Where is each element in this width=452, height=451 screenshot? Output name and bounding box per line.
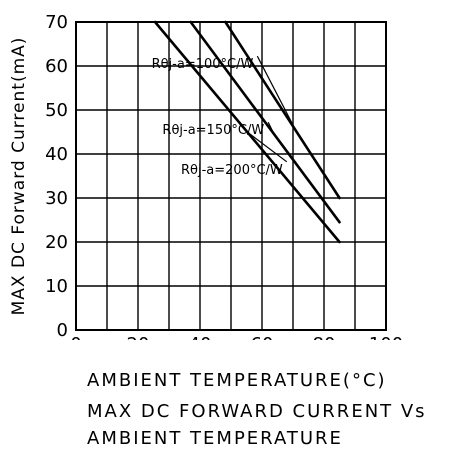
y-axis-label: MAX DC Forward Current(mA): [9, 37, 29, 316]
x-tick-label: 40: [189, 334, 212, 340]
chart-frame: [75, 21, 387, 331]
x-tick-labels: 0 20 40 60 80 100: [70, 334, 403, 340]
y-tick-label: 60: [45, 56, 68, 77]
y-tick-label: 70: [45, 12, 68, 33]
plot-border: [75, 21, 387, 331]
x-tick-label: 60: [251, 334, 274, 340]
annotations: Rθj-a=100°C/W Rθj-a=150°C/W Rθj-a=200°C/W: [152, 57, 283, 178]
chart-grid: [76, 22, 386, 330]
x-tick-label: 100: [369, 334, 403, 340]
y-tick-labels: 0 10 20 30 40 50 60 70: [45, 12, 68, 340]
y-tick-label: 0: [57, 320, 68, 340]
annotation-leaders: [246, 55, 297, 163]
x-tick-label: 20: [127, 334, 150, 340]
y-tick-label: 20: [45, 232, 68, 253]
leader-line-1: [256, 55, 297, 132]
annotation-label-1: Rθj-a=100°C/W: [152, 57, 254, 72]
y-tick-label: 10: [45, 276, 68, 297]
caption-line-1: MAX DC FORWARD CURRENT Vs: [87, 401, 427, 422]
annotation-label-2: Rθj-a=150°C/W: [162, 123, 264, 138]
x-tick-label: 0: [70, 334, 81, 340]
x-axis-label: AMBIENT TEMPERATURE(°C): [87, 370, 387, 391]
y-tick-label: 30: [45, 188, 68, 209]
series-line-2: [189, 20, 341, 224]
y-tick-label: 50: [45, 100, 68, 121]
x-tick-label: 80: [313, 334, 336, 340]
series-line-1: [224, 20, 341, 200]
y-tick-label: 40: [45, 144, 68, 165]
annotation-label-3: Rθj-a=200°C/W: [181, 163, 283, 178]
caption-line-2: AMBIENT TEMPERATURE: [87, 428, 343, 449]
leader-line-2: [267, 121, 275, 135]
chart: Rθj-a=100°C/WRθj-a=150°C/WRθj-a=200°C/W …: [9, 12, 403, 340]
leader-line-3: [246, 131, 288, 163]
